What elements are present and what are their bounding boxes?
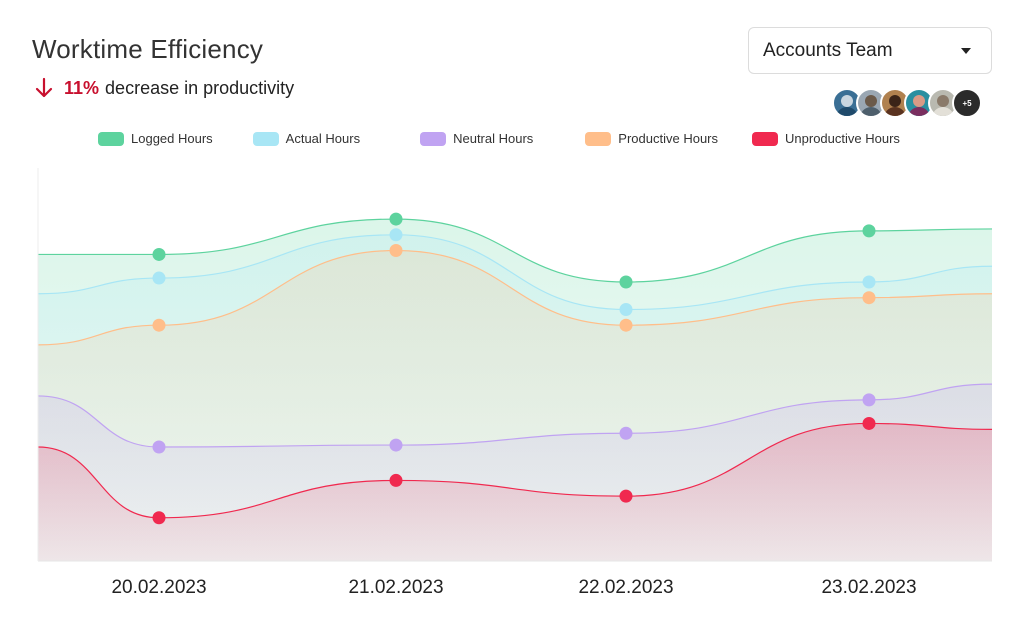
data-point[interactable] [619,275,633,289]
legend-label: Neutral Hours [453,131,534,146]
trend-text: decrease in productivity [105,77,295,98]
x-tick-label: 21.02.2023 [348,577,443,598]
avatar[interactable] [880,88,910,118]
data-point[interactable] [619,489,633,503]
data-point[interactable] [862,393,876,407]
legend-swatch [752,131,779,146]
data-point[interactable] [152,440,166,454]
series-area [38,423,992,561]
chart-title: Worktime Efficiency [32,34,264,64]
x-tick-label: 22.02.2023 [578,577,673,598]
legend-label: Productive Hours [618,131,719,146]
legend-swatch [420,131,447,146]
data-point[interactable] [152,318,166,332]
team-select-value: Accounts Team [763,39,893,61]
caret-down-icon [961,47,971,54]
data-point[interactable] [389,244,403,258]
legend-item: Unproductive Hours [752,131,900,146]
data-point[interactable] [152,271,166,285]
member-avatars[interactable]: +5 [832,88,982,118]
data-point[interactable] [619,302,633,316]
data-point[interactable] [389,473,403,487]
data-point[interactable] [389,212,403,226]
data-point[interactable] [862,275,876,289]
arrow-down-icon [35,77,53,98]
chart-legend: Logged Hours Actual Hours Neutral Hours Pro… [98,131,900,146]
trend-summary: 11% decrease in productivity [32,76,294,100]
area-chart: 20.02.2023 21.02.2023 22.02.2023 23.02.2023 [37,168,993,598]
legend-swatch [585,131,612,146]
data-point[interactable] [862,224,876,238]
trend-percent: 11% [64,77,100,98]
legend-item: Productive Hours [585,131,718,146]
data-point[interactable] [619,426,633,440]
legend-item: Actual Hours [252,131,361,146]
legend-swatch [98,131,124,146]
data-point[interactable] [152,511,166,525]
data-point[interactable] [862,291,876,305]
legend-label: Unproductive Hours [785,131,900,146]
data-point[interactable] [862,416,876,430]
team-select[interactable]: Accounts Team [748,27,992,74]
legend-swatch [252,131,279,146]
legend-item: Neutral Hours [420,131,533,146]
more-members-badge[interactable]: +5 [952,88,982,118]
data-point[interactable] [152,247,166,261]
x-tick-label: 23.02.2023 [821,577,916,598]
legend-label: Actual Hours [285,131,361,146]
legend-item: Logged Hours [98,131,213,146]
data-point[interactable] [619,318,633,332]
data-point[interactable] [389,228,403,242]
legend-label: Logged Hours [131,131,213,146]
data-point[interactable] [389,438,403,452]
x-tick-label: 20.02.2023 [111,577,206,598]
